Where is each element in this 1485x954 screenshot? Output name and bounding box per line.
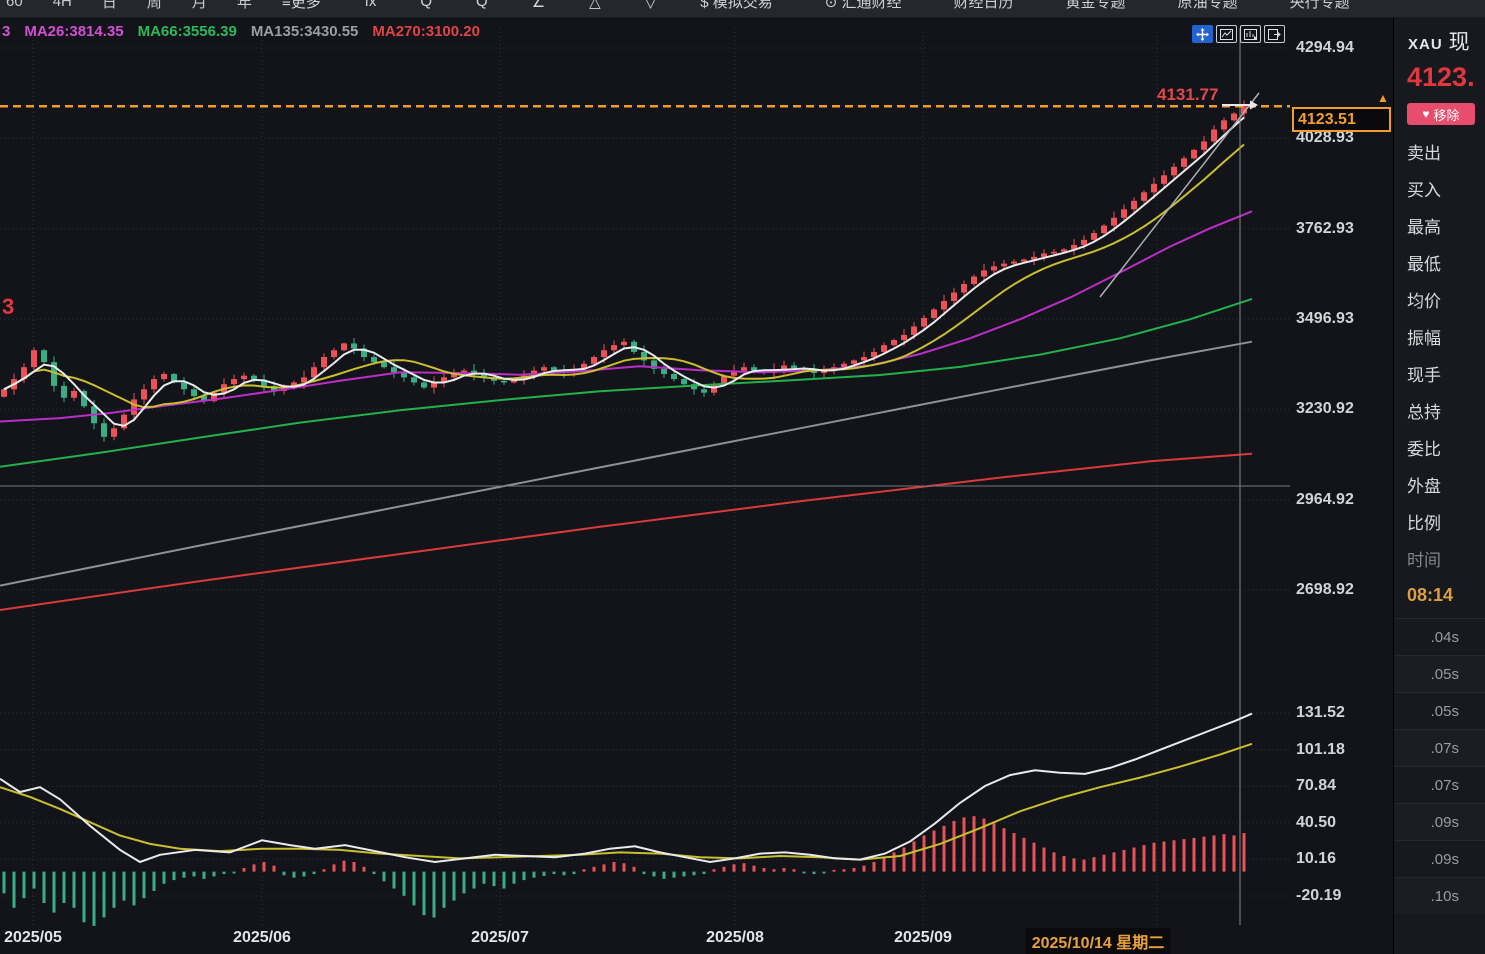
tick-interval-row: .10s xyxy=(1394,877,1485,914)
ma-legend-item: MA270:3100.20 xyxy=(372,22,480,40)
tick-interval-row: .09s xyxy=(1394,803,1485,840)
chart-tool-button[interactable]: Q xyxy=(420,0,433,10)
pane-exit-icon[interactable] xyxy=(1264,25,1285,43)
tick-interval-row: .07s xyxy=(1394,766,1485,803)
timeframe-button[interactable]: 4H xyxy=(52,0,72,10)
timeframe-button[interactable]: 周 xyxy=(146,0,162,11)
ma-legend-item: MA135:3430.55 xyxy=(250,22,359,40)
symbol-code: XAU xyxy=(1408,36,1443,53)
menu-item[interactable]: 央行专题 xyxy=(1289,0,1350,11)
timeframe-button[interactable]: 60 xyxy=(6,0,23,10)
quote-field-label: 总持 xyxy=(1407,403,1441,422)
timeframe-button[interactable]: 月 xyxy=(191,0,207,11)
chart-tool-button[interactable]: ▽ xyxy=(644,0,657,11)
legend-items: MA26:3814.35 MA66:3556.39 MA135:3430.55 MA2… xyxy=(24,23,494,40)
ma-legend-item: MA66:3556.39 xyxy=(137,22,237,40)
chart-tool-button[interactable]: ≡更多 xyxy=(281,0,321,11)
heart-icon: ♥ xyxy=(1422,107,1430,121)
menu-item[interactable]: 原油专题 xyxy=(1177,0,1238,11)
timeframe-button[interactable]: 年 xyxy=(236,0,252,11)
timeframe-button[interactable]: 日 xyxy=(101,0,117,11)
quote-field-label: 最高 xyxy=(1407,218,1441,237)
tick-interval-row: .09s xyxy=(1394,840,1485,877)
symbol-name-partial: 现 xyxy=(1448,31,1470,54)
remove-watchlist-button[interactable]: ♥ 移除 xyxy=(1407,103,1475,125)
quote-field-list: 卖出买入最高最低均价振幅现手总持委比外盘比例时间 08:14 xyxy=(1394,133,1485,614)
quote-field-label: 均价 xyxy=(1407,292,1441,311)
quote-field-label: 外盘 xyxy=(1407,477,1441,496)
menu-item[interactable]: 财经日历 xyxy=(953,0,1014,11)
menu-item[interactable]: 黄金专题 xyxy=(1065,0,1126,11)
legend-clipped-text: 3 xyxy=(2,22,11,40)
chart-pane-controls xyxy=(1192,25,1288,43)
quote-field-label: 卖出 xyxy=(1407,144,1441,163)
quote-field-label: 委比 xyxy=(1407,440,1441,459)
quote-field-label: 现手 xyxy=(1407,366,1441,385)
chart-tool-button[interactable]: ∠ xyxy=(531,0,546,11)
tick-interval-row: .07s xyxy=(1394,729,1485,766)
tick-interval-list: .04s .05s .05s .07s .07s .09s .09s .10s xyxy=(1394,618,1485,914)
time-field-value: 08:14 xyxy=(1407,585,1454,605)
menu-item[interactable]: $ 模拟交易 xyxy=(700,0,773,11)
quote-price: 4123. xyxy=(1407,62,1475,92)
quote-sidebar: XAU 现 4123. ♥ 移除 卖出买入最高最低均价振幅现手总持委比外盘比例时间… xyxy=(1393,18,1485,954)
timeframe-group: 60 4H 日 周 月 年 xyxy=(6,0,282,12)
chart-tool-button[interactable]: Q xyxy=(476,0,488,10)
tick-interval-row: .05s xyxy=(1394,655,1485,692)
quote-field-label: 买入 xyxy=(1407,181,1441,200)
chart-tool-button[interactable]: fx xyxy=(364,0,377,10)
remove-button-label: 移除 xyxy=(1433,107,1460,123)
quote-field-label: 振幅 xyxy=(1407,329,1441,348)
top-toolbar: 60 4H 日 周 月 年 ≡更多 fx Q Q ∠ △ ▽ $ 模拟交易 ⊙ 汇通财经 财经日历 黄金专题… xyxy=(0,0,1485,18)
site-menu-group: $ 模拟交易 ⊙ 汇通财经 财经日历 黄金专题 原油专题 央行专题 xyxy=(700,0,1401,12)
chart-tool-button[interactable]: △ xyxy=(589,0,601,11)
quote-field-label: 比例 xyxy=(1407,514,1441,533)
pane-layout-icon-2[interactable] xyxy=(1240,25,1261,43)
candlestick-chart-canvas[interactable] xyxy=(0,0,1393,954)
pane-layout-icon-1[interactable] xyxy=(1216,25,1237,43)
tick-interval-row: .04s xyxy=(1394,618,1485,655)
chart-tools-group: ≡更多 fx Q Q ∠ △ ▽ xyxy=(282,0,700,12)
quote-header: XAU 现 xyxy=(1394,18,1485,56)
quote-field-label: 最低 xyxy=(1407,255,1441,274)
ma-legend-item: MA26:3814.35 xyxy=(24,22,124,40)
crosshair-pan-icon[interactable] xyxy=(1192,25,1213,43)
menu-item[interactable]: ⊙ 汇通财经 xyxy=(824,0,902,11)
time-field-label: 时间 xyxy=(1407,551,1441,570)
ma-legend: 3 MA26:3814.35 MA66:3556.39 MA135:3430.55 M… xyxy=(2,20,508,42)
tick-interval-row: .05s xyxy=(1394,692,1485,729)
